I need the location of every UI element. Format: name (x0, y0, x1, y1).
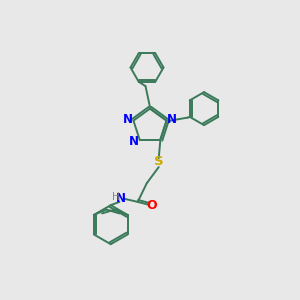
Text: N: N (123, 112, 133, 126)
Text: O: O (147, 199, 158, 212)
Text: N: N (129, 135, 140, 148)
Text: H: H (112, 192, 120, 202)
Text: S: S (154, 155, 164, 168)
Text: N: N (167, 112, 177, 126)
Text: N: N (116, 192, 126, 205)
